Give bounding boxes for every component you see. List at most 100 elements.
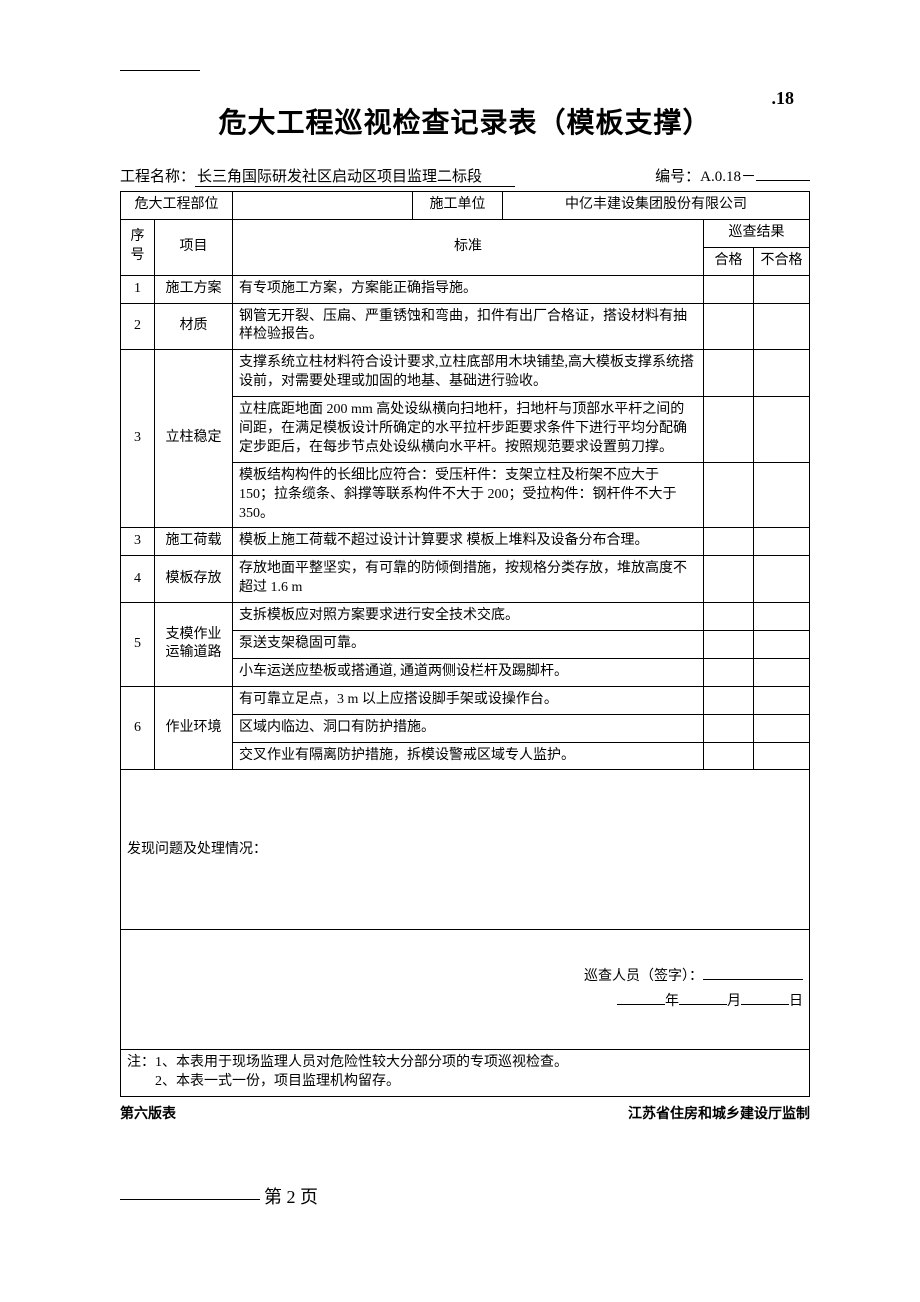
qualified-cell [704,397,754,463]
row-item: 材质 [155,303,233,350]
unqualified-cell [754,556,810,603]
unqualified-cell [754,603,810,631]
project-name-value: 长三角国际研发社区启动区项目监理二标段 [195,165,515,187]
col-unqualified: 不合格 [754,247,810,275]
table-row: 注：1、本表用于现场监理人员对危险性较大分部分项的专项巡视检查。 2、本表一式一… [121,1050,810,1097]
qualified-cell [704,528,754,556]
qualified-cell [704,350,754,397]
meta-row: 工程名称：长三角国际研发社区启动区项目监理二标段 编号：A.0.18－ [120,165,810,187]
serial-label: 编号：A.0.18－ [655,169,756,185]
qualified-cell [704,686,754,714]
row-no: 3 [121,350,155,528]
unit-value: 中亿丰建设集团股份有限公司 [503,192,810,220]
row-standard: 支拆模板应对照方案要求进行安全技术交底。 [233,603,704,631]
date-line: 年月日 [127,993,803,1012]
table-row: 巡查人员（签字）： 年 月 日 [121,930,810,1050]
unqualified-cell [754,275,810,303]
month-label: 月 [727,994,741,1009]
table-row: 危大工程部位 施工单位 中亿丰建设集团股份有限公司 [121,192,810,220]
row-no: 5 [121,603,155,687]
unqualified-cell [754,686,810,714]
unqualified-cell [754,462,810,528]
page-number: 第 2 页 [120,1183,810,1209]
table-row: 4模板存放存放地面平整坚实，有可靠的防倾倒措施，按规格分类存放，堆放高度不超过 … [121,556,810,603]
row-item: 施工荷载 [155,528,233,556]
unqualified-cell [754,303,810,350]
part-value [233,192,413,220]
serial: 编号：A.0.18－ [655,165,810,187]
table-row: 3施工荷载模板上施工荷载不超过设计计算要求 模板上堆料及设备分布合理。 [121,528,810,556]
row-item: 立柱稳定 [155,350,233,528]
col-no: 序号 [121,219,155,275]
row-standard: 泵送支架稳固可靠。 [233,631,704,659]
unqualified-cell [754,631,810,659]
page: .18 危大工程巡视检查记录表（模板支撑） 工程名称：长三角国际研发社区启动区项… [0,0,920,1249]
year-label: 年 [665,994,679,1009]
qualified-cell [704,275,754,303]
document-title: 危大工程巡视检查记录表（模板支撑） [120,101,810,141]
row-standard: 区域内临边、洞口有防护措施。 [233,714,704,742]
table-row: 5支模作业运输道路支拆模板应对照方案要求进行安全技术交底。 [121,603,810,631]
table-row: 2材质钢管无开裂、压扁、严重锈蚀和弯曲，扣件有出厂合格证，搭设材料有抽样检验报告… [121,303,810,350]
row-standard: 立柱底距地面 200 mm 高处设纵横向扫地杆，扫地杆与顶部水平杆之间的间距，在… [233,397,704,463]
row-standard: 支撑系统立柱材料符合设计要求,立柱底部用木块铺垫,高大模板支撑系统搭设前，对需要… [233,350,704,397]
unqualified-cell [754,528,810,556]
row-no: 3 [121,528,155,556]
unit-label: 施工单位 [413,192,503,220]
unqualified-cell [754,742,810,770]
qualified-cell [704,631,754,659]
col-standard: 标准 [233,219,704,275]
table-row: 3立柱稳定支撑系统立柱材料符合设计要求,立柱底部用木块铺垫,高大模板支撑系统搭设… [121,350,810,397]
unqualified-cell [754,658,810,686]
row-standard: 小车运送应垫板或搭通道, 通道两侧设栏杆及踢脚杆。 [233,658,704,686]
row-no: 4 [121,556,155,603]
col-qualified: 合格 [704,247,754,275]
note-line: 2、本表一式一份，项目监理机构留存。 [127,1073,803,1092]
footer: 第六版表 江苏省住房和城乡建设厅监制 [120,1103,810,1123]
table-row: 1施工方案有专项施工方案，方案能正确指导施。 [121,275,810,303]
qualified-cell [704,658,754,686]
row-no: 2 [121,303,155,350]
unqualified-cell [754,714,810,742]
col-item: 项目 [155,219,233,275]
day-label: 日 [789,994,803,1009]
row-item: 模板存放 [155,556,233,603]
top-rule [120,70,200,71]
qualified-cell [704,603,754,631]
footer-left: 第六版表 [120,1103,176,1123]
notes-cell: 注：1、本表用于现场监理人员对危险性较大分部分项的专项巡视检查。 2、本表一式一… [121,1050,810,1097]
col-result: 巡查结果 [704,219,810,247]
note-line: 注：1、本表用于现场监理人员对危险性较大分部分项的专项巡视检查。 [127,1054,803,1073]
row-standard: 模板上施工荷载不超过设计计算要求 模板上堆料及设备分布合理。 [233,528,704,556]
project-label: 工程名称： [120,169,195,185]
unqualified-cell [754,397,810,463]
row-standard: 存放地面平整坚实，有可靠的防倾倒措施，按规格分类存放，堆放高度不超过 1.6 m [233,556,704,603]
issues-label: 发现问题及处理情况： [127,842,267,857]
sign-cell: 巡查人员（签字）： 年 月 日 [121,930,810,1050]
sign-line: 巡查人员（签字）： [127,968,803,987]
top-right-code: .18 [772,88,795,109]
sign-label: 巡查人员（签字）： [584,969,703,984]
row-standard: 有可靠立足点，3 m 以上应搭设脚手架或设操作台。 [233,686,704,714]
qualified-cell [704,556,754,603]
row-item: 支模作业运输道路 [155,603,233,687]
row-standard: 钢管无开裂、压扁、严重锈蚀和弯曲，扣件有出厂合格证，搭设材料有抽样检验报告。 [233,303,704,350]
unqualified-cell [754,350,810,397]
qualified-cell [704,742,754,770]
issues-cell: 发现问题及处理情况： [121,770,810,930]
row-standard: 模板结构构件的长细比应符合：受压杆件：支架立柱及桁架不应大于 150；拉条缆条、… [233,462,704,528]
row-item: 施工方案 [155,275,233,303]
qualified-cell [704,714,754,742]
row-no: 6 [121,686,155,770]
qualified-cell [704,462,754,528]
row-no: 1 [121,275,155,303]
footer-right: 江苏省住房和城乡建设厅监制 [628,1103,810,1123]
row-standard: 交叉作业有隔离防护措施，拆模设警戒区域专人监护。 [233,742,704,770]
table-row: 6作业环境有可靠立足点，3 m 以上应搭设脚手架或设操作台。 [121,686,810,714]
table-row: 发现问题及处理情况： [121,770,810,930]
project-name: 工程名称：长三角国际研发社区启动区项目监理二标段 [120,165,515,187]
row-standard: 有专项施工方案，方案能正确指导施。 [233,275,704,303]
row-item: 作业环境 [155,686,233,770]
serial-value [756,180,810,181]
qualified-cell [704,303,754,350]
